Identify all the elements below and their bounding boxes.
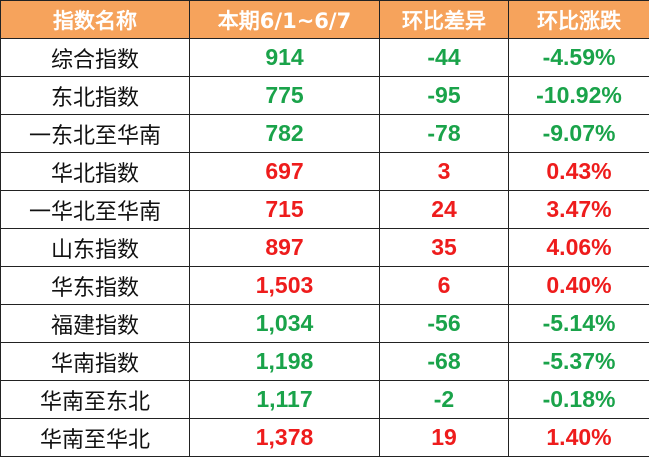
table-row: 东北指数 775 -95 -10.92% (0, 76, 649, 115)
value-cell: -56 (379, 304, 509, 343)
value-cell: 24 (379, 190, 509, 229)
table-row: 一东北至华南 782 -78 -9.07% (0, 114, 649, 153)
value-cell: 4.06% (508, 228, 649, 267)
value-cell: -4.59% (508, 38, 649, 77)
header-row: 指数名称 本期6/1~6/7 环比差异 环比涨跌 (0, 0, 649, 39)
table-row: 华南至东北 1,117 -2 -0.18% (0, 380, 649, 419)
table-row: 华南指数 1,198 -68 -5.37% (0, 342, 649, 381)
index-name: 山东指数 (0, 228, 190, 267)
value-cell: 782 (189, 114, 380, 153)
header-cell: 环比涨跌 (508, 0, 649, 39)
value-cell: -95 (379, 76, 509, 115)
value-cell: 897 (189, 228, 380, 267)
value-cell: 1,378 (189, 418, 380, 457)
value-cell: 0.43% (508, 152, 649, 191)
table-row: 一华北至华南 715 24 3.47% (0, 190, 649, 229)
header-cell: 指数名称 (0, 0, 190, 39)
index-name: 华南至东北 (0, 380, 190, 419)
value-cell: -10.92% (508, 76, 649, 115)
value-cell: -68 (379, 342, 509, 381)
value-cell: 1.40% (508, 418, 649, 457)
index-name: 一东北至华南 (0, 114, 190, 153)
value-cell: 6 (379, 266, 509, 305)
table-row: 山东指数 897 35 4.06% (0, 228, 649, 267)
index-name: 综合指数 (0, 38, 190, 77)
value-cell: 1,034 (189, 304, 380, 343)
index-name: 一华北至华南 (0, 190, 190, 229)
value-cell: -44 (379, 38, 509, 77)
index-name: 华东指数 (0, 266, 190, 305)
value-cell: 914 (189, 38, 380, 77)
value-cell: 19 (379, 418, 509, 457)
value-cell: 35 (379, 228, 509, 267)
index-name: 华北指数 (0, 152, 190, 191)
header-cell: 环比差异 (379, 0, 509, 39)
value-cell: -78 (379, 114, 509, 153)
value-cell: 0.40% (508, 266, 649, 305)
value-cell: 1,503 (189, 266, 380, 305)
header-cell: 本期6/1~6/7 (189, 0, 380, 39)
value-cell: 775 (189, 76, 380, 115)
table-row: 华北指数 697 3 0.43% (0, 152, 649, 191)
value-cell: -0.18% (508, 380, 649, 419)
table-body: 综合指数 914 -44 -4.59% 东北指数 775 -95 -10.92% 一东北至华南 7… (0, 38, 649, 457)
value-cell: 697 (189, 152, 380, 191)
table-row: 综合指数 914 -44 -4.59% (0, 38, 649, 77)
value-cell: -9.07% (508, 114, 649, 153)
index-name: 华南至华北 (0, 418, 190, 457)
table-row: 华南至华北 1,378 19 1.40% (0, 418, 649, 457)
value-cell: 715 (189, 190, 380, 229)
table-row: 华东指数 1,503 6 0.40% (0, 266, 649, 305)
index-name: 东北指数 (0, 76, 190, 115)
value-cell: 1,198 (189, 342, 380, 381)
value-cell: 3 (379, 152, 509, 191)
value-cell: 3.47% (508, 190, 649, 229)
index-name: 华南指数 (0, 342, 190, 381)
value-cell: 1,117 (189, 380, 380, 419)
value-cell: -5.14% (508, 304, 649, 343)
value-cell: -5.37% (508, 342, 649, 381)
value-cell: -2 (379, 380, 509, 419)
index-name: 福建指数 (0, 304, 190, 343)
table-row: 福建指数 1,034 -56 -5.14% (0, 304, 649, 343)
